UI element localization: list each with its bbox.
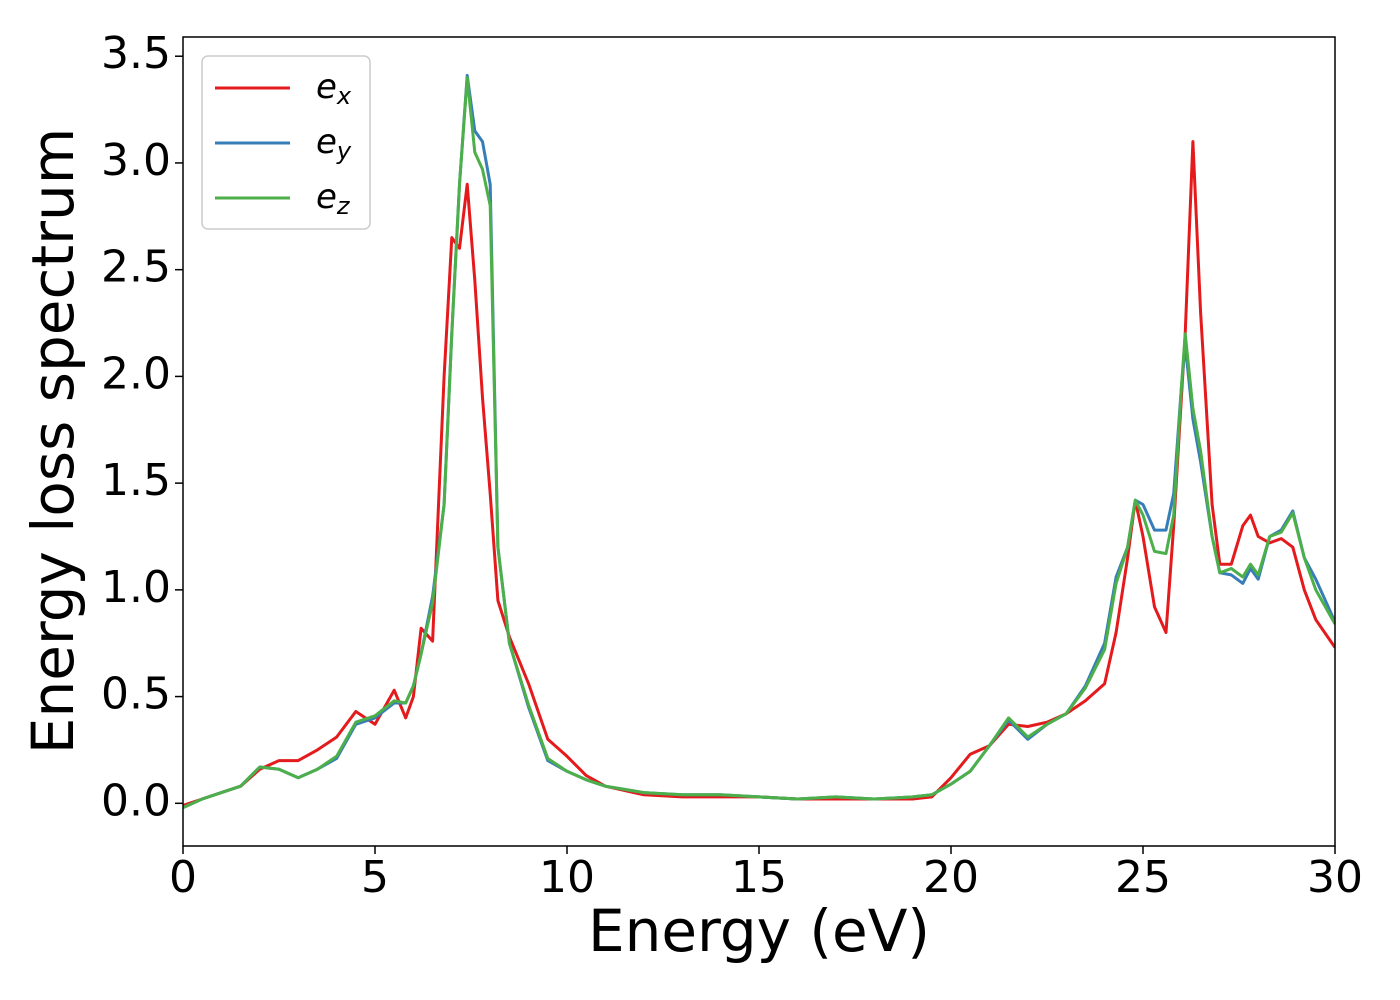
y-axis-label: Energy loss spectrum [19,128,87,754]
y-tick-label: 1.5 [101,455,171,506]
x-tick-label: 25 [1115,852,1171,903]
y-tick-label: 0.5 [101,669,171,720]
y-tick-label: 1.0 [101,562,171,613]
x-tick-label: 0 [169,852,197,903]
y-tick-label: 0.0 [101,775,171,826]
plot-area [183,73,1335,809]
x-tick-label: 20 [923,852,979,903]
series-line [183,76,1335,809]
legend-label: ey [316,122,352,166]
y-tick-label: 2.5 [101,242,171,293]
x-tick-label: 10 [539,852,595,903]
y-tick-label: 2.0 [101,348,171,399]
x-tick-label: 15 [731,852,787,903]
series-line [183,140,1335,807]
x-tick-label: 30 [1307,852,1363,903]
legend-label: ez [316,177,351,221]
x-axis-label: Energy (eV) [588,897,930,965]
y-tick-label: 3.0 [101,135,171,186]
x-tick-label: 5 [361,852,389,903]
y-tick-label: 3.5 [101,28,171,79]
legend-label: ex [316,67,352,111]
